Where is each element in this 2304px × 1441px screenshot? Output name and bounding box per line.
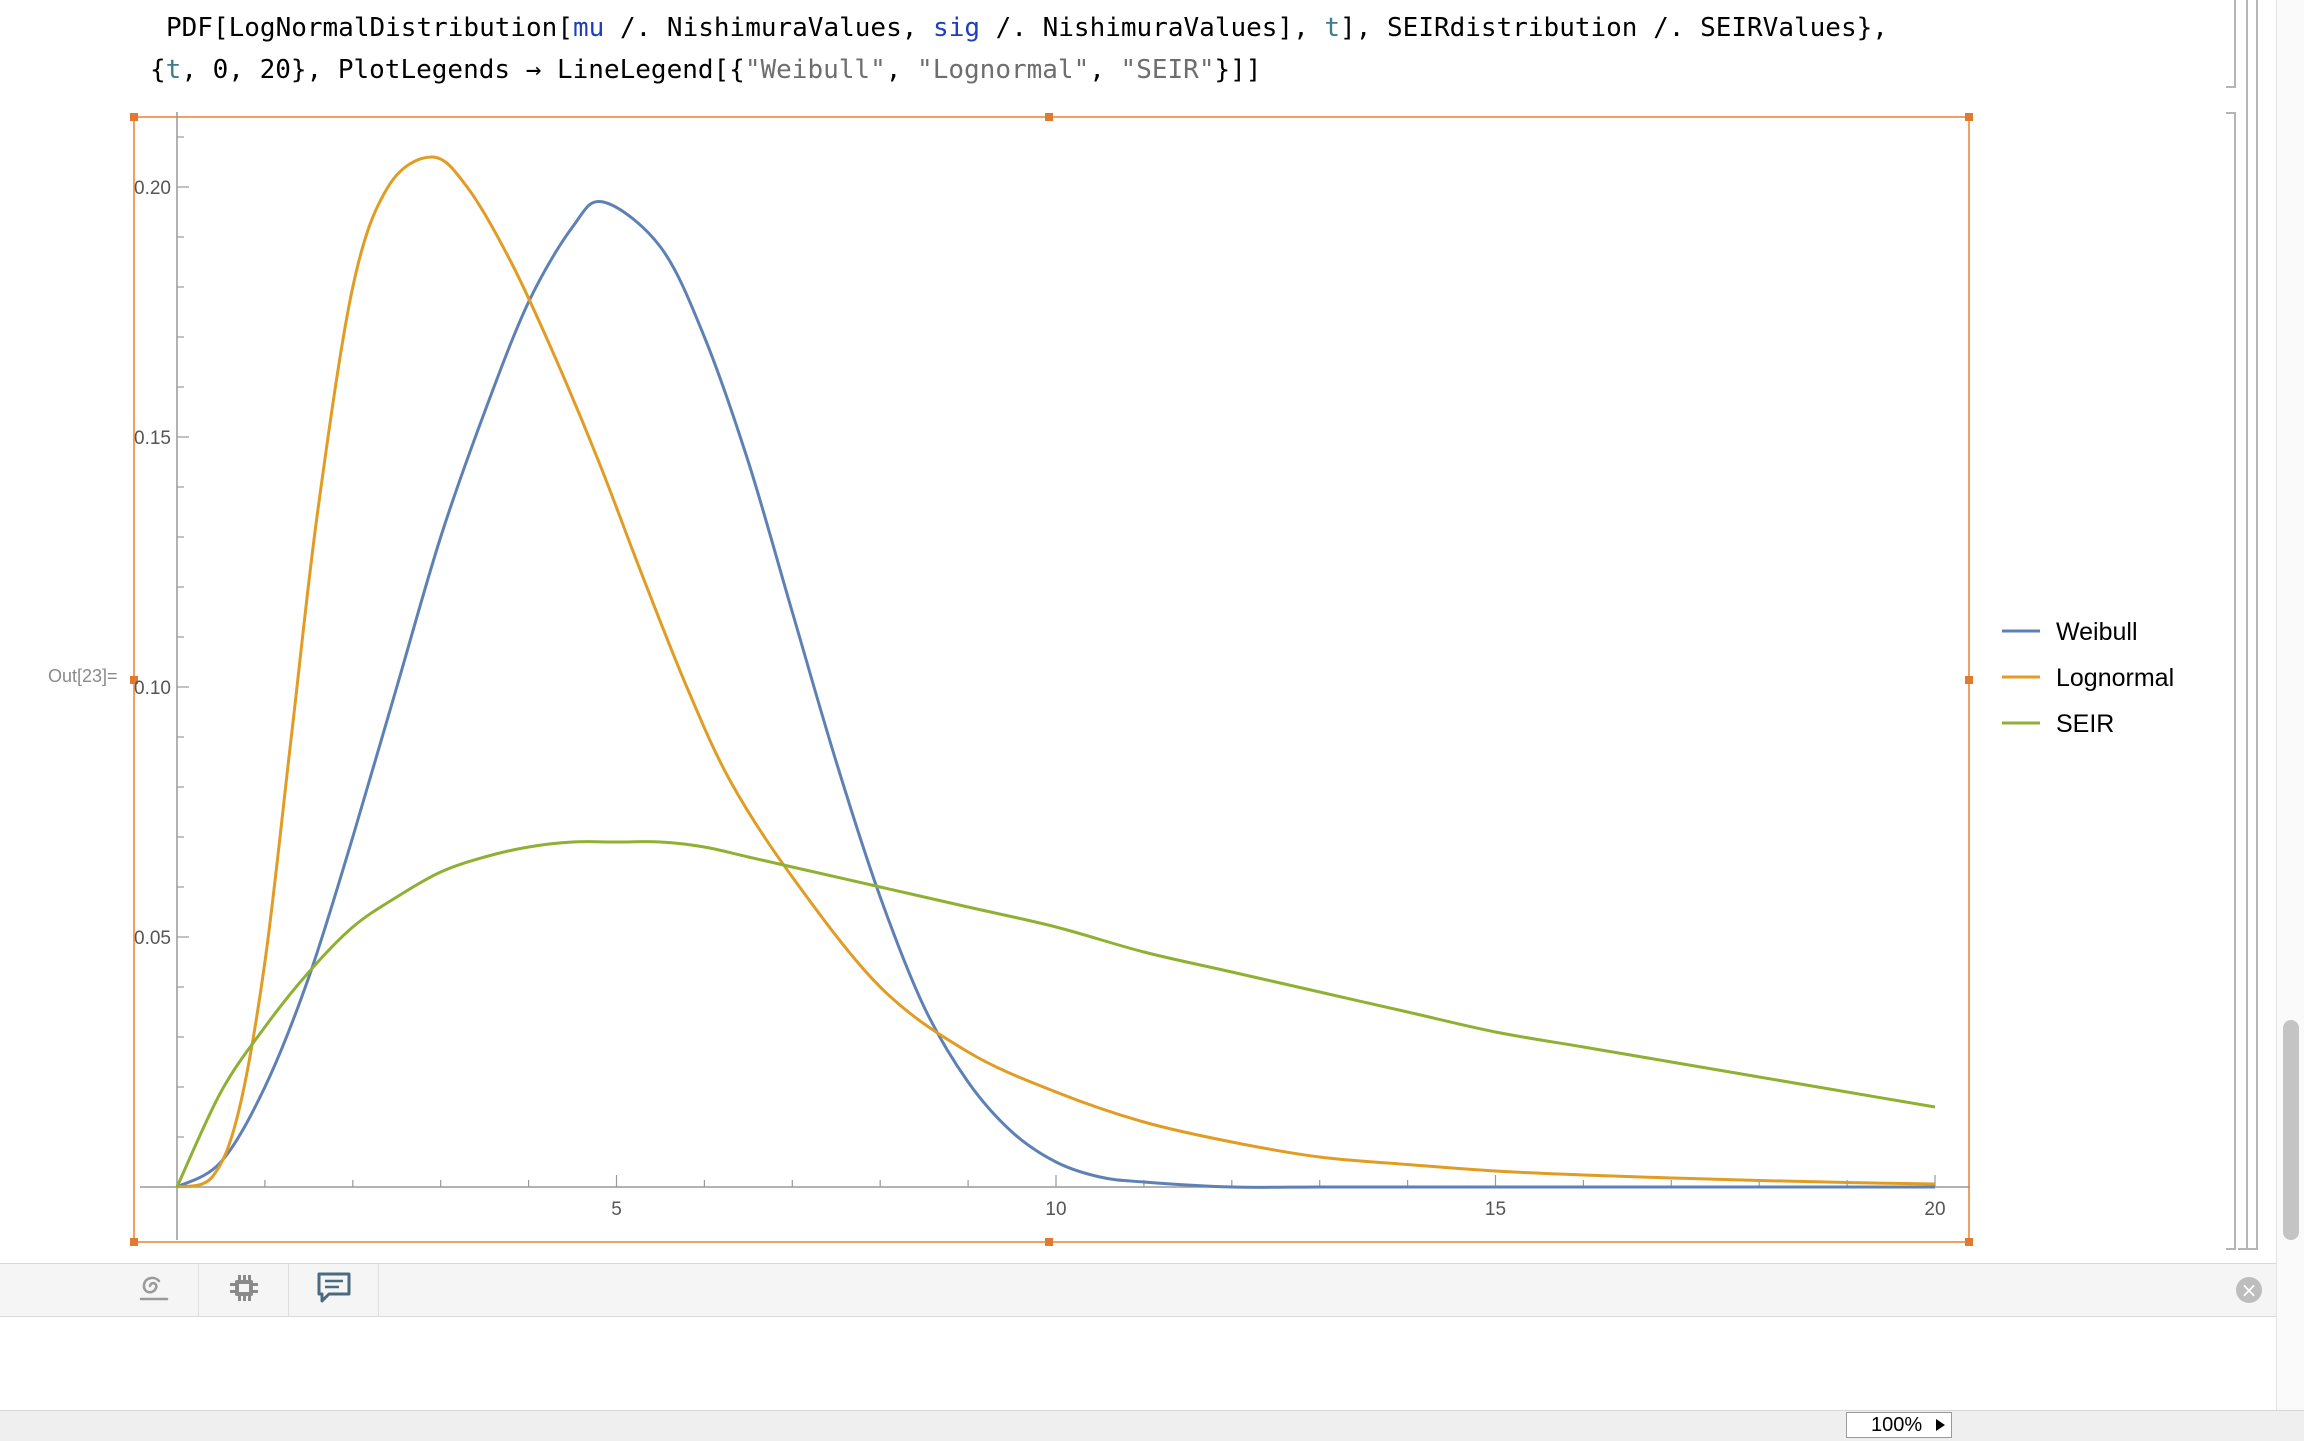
y-tick-label: 0.15 [134,428,171,449]
code-segment: PDF[LogNormalDistribution[ [166,13,573,43]
code-symbol-mu: mu [573,13,605,43]
code-symbol-sig: sig [933,13,981,43]
evaluation-button[interactable] [110,1264,199,1316]
evaluation-icon [137,1273,171,1308]
resize-handle[interactable] [130,113,138,121]
chart-axes: 5 10 15 20 0.05 0.10 0.15 0.20 [134,112,1970,1240]
code-symbol-t: t [1324,13,1341,43]
comment-button[interactable] [290,1264,379,1316]
legend-label-seir: SEIR [2056,710,2114,738]
close-icon[interactable]: × [2236,1277,2262,1303]
resize-handle[interactable] [1965,676,1973,684]
output-label: Out[23]= [48,666,118,686]
resize-handle[interactable] [1965,1238,1973,1246]
cell-bracket[interactable] [2234,0,2236,88]
suggestions-gear-icon [228,1272,260,1309]
y-tick-label: 0.10 [134,678,171,699]
series-line-seir [175,840,1936,1188]
cell-brackets[interactable] [2226,0,2266,1255]
zoom-menu[interactable]: 100% [1846,1412,1952,1438]
group-bracket[interactable] [2256,0,2258,1250]
plot-selection-frame[interactable] [130,113,1973,1246]
chart-legend: Weibull Lognormal SEIR [2002,618,2174,738]
legend-label-lognormal: Lognormal [2056,664,2174,692]
status-bar [0,1410,2304,1441]
code-segment: , [885,55,918,85]
vertical-scrollbar[interactable] [2276,0,2304,1410]
resize-handle[interactable] [1965,113,1973,121]
series-line-weibull [176,199,1935,1189]
code-line-1[interactable]: PDF[LogNormalDistribution[mu /. Nishimur… [166,13,1888,43]
code-segment: /. NishimuraValues, [604,13,934,43]
group-bracket[interactable] [2246,0,2248,1250]
cell-bracket-tick [2226,86,2236,88]
zoom-level: 100% [1871,1414,1923,1436]
zoom-arrow-icon [1936,1419,1945,1431]
resize-handle[interactable] [130,676,138,684]
cell-bracket-tick [2226,1248,2236,1250]
code-string: "Weibull" [744,55,886,85]
code-segment: ], SEIRdistribution /. SEIRValues}, [1340,13,1888,43]
code-string: "Lognormal" [917,55,1090,85]
code-segment: , [1089,55,1121,85]
series-line-lognormal [176,155,1936,1189]
suggestions-settings-button[interactable] [200,1264,289,1316]
chart-lines [175,155,1936,1189]
code-segment: { [150,55,166,85]
scrollbar-thumb[interactable] [2283,1020,2299,1240]
x-tick-label: 10 [1045,1199,1066,1220]
legend-label-weibull: Weibull [2056,618,2138,646]
x-tick-label: 5 [611,1199,622,1220]
code-symbol-t: t [165,55,182,85]
code-segment: , 0, 20}, PlotLegends → LineLegend[{ [181,55,745,85]
suggestions-bar: × [0,1263,2276,1317]
resize-handle[interactable] [130,1238,138,1246]
pdf-line-chart: 5 10 15 20 0.05 0.10 0.15 0.20 Weibull Lognormal… [134,112,2174,1240]
y-tick-label: 0.05 [134,928,171,949]
resize-handle[interactable] [1045,1238,1053,1246]
cell-bracket[interactable] [2234,112,2236,1250]
code-line-2[interactable]: {t, 0, 20}, PlotLegends → LineLegend[{"W… [150,55,1261,85]
x-tick-label: 15 [1485,1199,1506,1220]
code-string: "SEIR" [1120,55,1215,85]
resize-handle[interactable] [1045,113,1053,121]
code-segment: /. NishimuraValues], [980,13,1325,43]
cell-bracket-tick [2238,1248,2248,1250]
cell-bracket-tick [2248,1248,2258,1250]
y-tick-label: 0.20 [134,178,171,199]
cell-bracket-tick [2226,112,2236,114]
code-segment: }]] [1214,55,1262,85]
x-tick-label: 20 [1924,1199,1945,1220]
comment-icon [315,1271,353,1310]
